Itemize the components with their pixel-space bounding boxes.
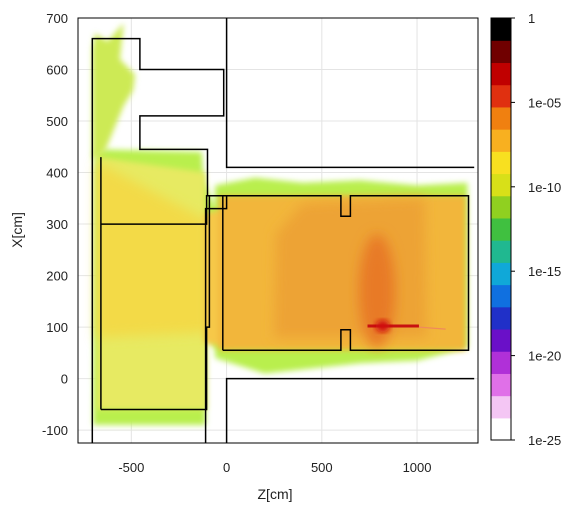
y-axis-title: X[cm] [9, 212, 25, 248]
colorbar-segment [491, 62, 511, 86]
colorbar-segment [491, 284, 511, 308]
x-axis: -500 0 500 1000 [118, 460, 431, 475]
x-axis-title: Z[cm] [258, 486, 293, 502]
wall-outlines [91, 18, 475, 443]
region-hot-spot [358, 234, 396, 348]
colorbar: 1 1e-05 1e-10 1e-15 1e-20 1e-25 [490, 11, 561, 448]
y-tick-label: 300 [46, 217, 68, 232]
plot-area [77, 17, 479, 444]
colorbar-frame [490, 17, 512, 441]
region-upper-left-spray [92, 23, 136, 160]
colorbar-tick-label: 1e-15 [528, 264, 561, 279]
x-tick-label: -500 [118, 460, 144, 475]
y-tick-label: 400 [46, 166, 68, 181]
colorbar-segment [491, 306, 511, 330]
wall-lower-block [225, 377, 475, 443]
colorbar-segment [491, 240, 511, 263]
y-tick-label: 200 [46, 269, 68, 284]
region-left-beam [97, 162, 210, 338]
colorbar-tick-label: 1 [528, 11, 535, 26]
x-tick-label: 0 [223, 460, 230, 475]
y-tick-label: 500 [46, 114, 68, 129]
y-tick-label: 700 [46, 11, 68, 26]
plot-frame [77, 17, 479, 444]
colorbar-segment [491, 151, 511, 175]
wall-inner-area [100, 157, 211, 411]
colorbar-segment [491, 395, 511, 419]
beam-target-tail [418, 326, 446, 330]
y-axis: -100 0 100 200 300 400 500 600 700 [42, 11, 68, 438]
x-tick-label: 500 [311, 460, 333, 475]
colorbar-tick-label: 1e-25 [528, 433, 561, 448]
region-inner-hall [274, 198, 427, 338]
colorbar-segment [491, 129, 511, 152]
colorbar-tick-label: 1e-05 [528, 95, 561, 110]
colorbar-segment [491, 173, 511, 197]
colorbar-tick-label: 1e-20 [528, 349, 561, 364]
colorbar-segment [491, 106, 511, 130]
x-tick-label: 1000 [403, 460, 432, 475]
y-tick-label: -100 [42, 423, 68, 438]
wall-left-room [91, 37, 228, 443]
colorbar-segment [491, 217, 511, 241]
beam-target-core [375, 320, 390, 333]
colorbar-segment [491, 328, 511, 352]
colorbar-tick-label: 1e-10 [528, 180, 561, 195]
wall-upper-block [225, 18, 475, 169]
wall-main-hall [222, 194, 470, 352]
colorbar-segment [491, 417, 511, 441]
y-tick-label: 100 [46, 320, 68, 335]
colorbar-segment [491, 84, 511, 108]
colorbar-segment [491, 195, 511, 219]
colorbar-segment [491, 262, 511, 286]
y-tick-label: 600 [46, 63, 68, 78]
colorbar-segment [491, 351, 511, 374]
y-tick-label: 0 [61, 372, 68, 387]
colorbar-segment [491, 18, 511, 41]
colorbar-segment [491, 373, 511, 397]
colorbar-segment [491, 40, 511, 64]
